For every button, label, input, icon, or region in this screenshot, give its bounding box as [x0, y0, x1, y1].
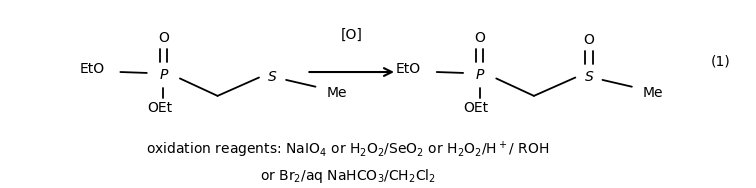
- Text: or Br$_2$/aq NaHCO$_3$/CH$_2$Cl$_2$: or Br$_2$/aq NaHCO$_3$/CH$_2$Cl$_2$: [260, 167, 436, 185]
- Text: O: O: [584, 33, 594, 47]
- Text: OEt: OEt: [147, 101, 172, 115]
- Text: P: P: [160, 68, 168, 82]
- Text: OEt: OEt: [463, 101, 488, 115]
- Text: [O]: [O]: [341, 27, 363, 41]
- Text: (1): (1): [711, 55, 730, 69]
- Text: O: O: [158, 31, 169, 45]
- Text: O: O: [474, 31, 485, 45]
- Text: oxidation reagents: NaIO$_4$ or H$_2$O$_2$/SeO$_2$ or H$_2$O$_2$/H$^+$/ ROH: oxidation reagents: NaIO$_4$ or H$_2$O$_…: [146, 140, 550, 160]
- Text: EtO: EtO: [79, 62, 104, 76]
- Text: EtO: EtO: [395, 62, 420, 76]
- Text: S: S: [584, 70, 593, 84]
- Text: Me: Me: [643, 86, 663, 100]
- Text: Me: Me: [327, 86, 347, 100]
- Text: P: P: [476, 68, 484, 82]
- Text: S: S: [268, 70, 277, 84]
